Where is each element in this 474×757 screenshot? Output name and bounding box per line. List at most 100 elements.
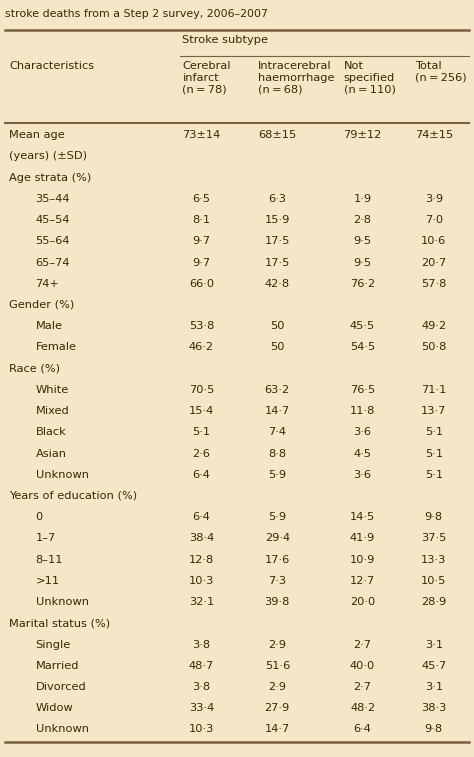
- Text: 8–11: 8–11: [36, 555, 63, 565]
- Text: Age strata (%): Age strata (%): [9, 173, 92, 182]
- Text: 45–54: 45–54: [36, 215, 70, 225]
- Text: 3·6: 3·6: [354, 427, 372, 438]
- Text: Single: Single: [36, 640, 71, 650]
- Text: 50: 50: [270, 321, 284, 332]
- Text: 14·7: 14·7: [264, 724, 290, 734]
- Text: 2·8: 2·8: [354, 215, 372, 225]
- Text: 65–74: 65–74: [36, 257, 70, 267]
- Text: Intracerebral
haemorrhage
(n = 68): Intracerebral haemorrhage (n = 68): [258, 61, 335, 95]
- Text: 12·7: 12·7: [350, 576, 375, 586]
- Text: 46·2: 46·2: [189, 342, 214, 353]
- Text: 50·8: 50·8: [421, 342, 447, 353]
- Text: 7·3: 7·3: [268, 576, 286, 586]
- Text: 15·4: 15·4: [189, 406, 214, 416]
- Text: 79±12: 79±12: [344, 130, 382, 140]
- Text: 51·6: 51·6: [264, 661, 290, 671]
- Text: 17·6: 17·6: [264, 555, 290, 565]
- Text: 3·1: 3·1: [425, 640, 443, 650]
- Text: 7·4: 7·4: [268, 427, 286, 438]
- Text: 42·8: 42·8: [264, 279, 290, 288]
- Text: 9·5: 9·5: [354, 257, 372, 267]
- Text: 48·7: 48·7: [189, 661, 214, 671]
- Text: Stroke subtype: Stroke subtype: [182, 35, 268, 45]
- Text: Male: Male: [36, 321, 63, 332]
- Text: 9·7: 9·7: [192, 236, 210, 246]
- Text: 12·8: 12·8: [189, 555, 214, 565]
- Text: >11: >11: [36, 576, 60, 586]
- Text: 17·5: 17·5: [264, 257, 290, 267]
- Text: 13·7: 13·7: [421, 406, 447, 416]
- Text: 2·9: 2·9: [268, 682, 286, 692]
- Text: 53·8: 53·8: [189, 321, 214, 332]
- Text: (years) (±SD): (years) (±SD): [9, 151, 88, 161]
- Text: 37·5: 37·5: [421, 534, 447, 544]
- Text: 41·9: 41·9: [350, 534, 375, 544]
- Text: Mean age: Mean age: [9, 130, 65, 140]
- Text: 1–7: 1–7: [36, 534, 56, 544]
- Text: 3·6: 3·6: [354, 470, 372, 480]
- Text: Mixed: Mixed: [36, 406, 69, 416]
- Text: 3·8: 3·8: [192, 640, 210, 650]
- Text: 48·2: 48·2: [350, 703, 375, 713]
- Text: 20·7: 20·7: [421, 257, 447, 267]
- Text: 5·1: 5·1: [425, 449, 443, 459]
- Text: 40·0: 40·0: [350, 661, 375, 671]
- Text: 10·3: 10·3: [189, 576, 214, 586]
- Text: Race (%): Race (%): [9, 363, 61, 374]
- Text: 2·7: 2·7: [354, 682, 372, 692]
- Text: 3·8: 3·8: [192, 682, 210, 692]
- Text: Years of education (%): Years of education (%): [9, 491, 137, 501]
- Text: Characteristics: Characteristics: [9, 61, 95, 70]
- Text: 74±15: 74±15: [415, 130, 453, 140]
- Text: 9·5: 9·5: [354, 236, 372, 246]
- Text: Unknown: Unknown: [36, 597, 89, 607]
- Text: 57·8: 57·8: [421, 279, 447, 288]
- Text: 3·9: 3·9: [425, 194, 443, 204]
- Text: 28·9: 28·9: [421, 597, 447, 607]
- Text: 45·7: 45·7: [421, 661, 447, 671]
- Text: 71·1: 71·1: [421, 385, 447, 395]
- Text: 70·5: 70·5: [189, 385, 214, 395]
- Text: 14·7: 14·7: [264, 406, 290, 416]
- Text: 55–64: 55–64: [36, 236, 70, 246]
- Text: 76·5: 76·5: [350, 385, 375, 395]
- Text: 63·2: 63·2: [264, 385, 290, 395]
- Text: 54·5: 54·5: [350, 342, 375, 353]
- Text: 35–44: 35–44: [36, 194, 70, 204]
- Text: 39·8: 39·8: [264, 597, 290, 607]
- Text: Female: Female: [36, 342, 76, 353]
- Text: Widow: Widow: [36, 703, 73, 713]
- Text: 10·6: 10·6: [421, 236, 447, 246]
- Text: 9·8: 9·8: [425, 512, 443, 522]
- Text: 9·7: 9·7: [192, 257, 210, 267]
- Text: Marital status (%): Marital status (%): [9, 618, 110, 628]
- Text: 8·1: 8·1: [192, 215, 210, 225]
- Text: 74+: 74+: [36, 279, 59, 288]
- Text: 20·0: 20·0: [350, 597, 375, 607]
- Text: stroke deaths from a Step 2 survey, 2006–2007: stroke deaths from a Step 2 survey, 2006…: [5, 9, 268, 19]
- Text: 45·5: 45·5: [350, 321, 375, 332]
- Text: 29·4: 29·4: [264, 534, 290, 544]
- Text: 49·2: 49·2: [421, 321, 447, 332]
- Text: 9·8: 9·8: [425, 724, 443, 734]
- Text: 2·7: 2·7: [354, 640, 372, 650]
- Text: 0: 0: [36, 512, 43, 522]
- Text: Cerebral
infarct
(n = 78): Cerebral infarct (n = 78): [182, 61, 231, 95]
- Text: 5·9: 5·9: [268, 512, 286, 522]
- Text: Total
(n = 256): Total (n = 256): [415, 61, 466, 83]
- Text: Asian: Asian: [36, 449, 66, 459]
- Text: 6·3: 6·3: [268, 194, 286, 204]
- Text: Unknown: Unknown: [36, 724, 89, 734]
- Text: 68±15: 68±15: [258, 130, 296, 140]
- Text: 13·3: 13·3: [421, 555, 447, 565]
- Text: Not
specified
(n = 110): Not specified (n = 110): [344, 61, 395, 95]
- Text: Married: Married: [36, 661, 79, 671]
- Text: 17·5: 17·5: [264, 236, 290, 246]
- Text: Gender (%): Gender (%): [9, 300, 75, 310]
- Text: 5·1: 5·1: [425, 427, 443, 438]
- Text: 66·0: 66·0: [189, 279, 214, 288]
- Text: Black: Black: [36, 427, 66, 438]
- Text: Divorced: Divorced: [36, 682, 86, 692]
- Text: 33·4: 33·4: [189, 703, 214, 713]
- Text: 3·1: 3·1: [425, 682, 443, 692]
